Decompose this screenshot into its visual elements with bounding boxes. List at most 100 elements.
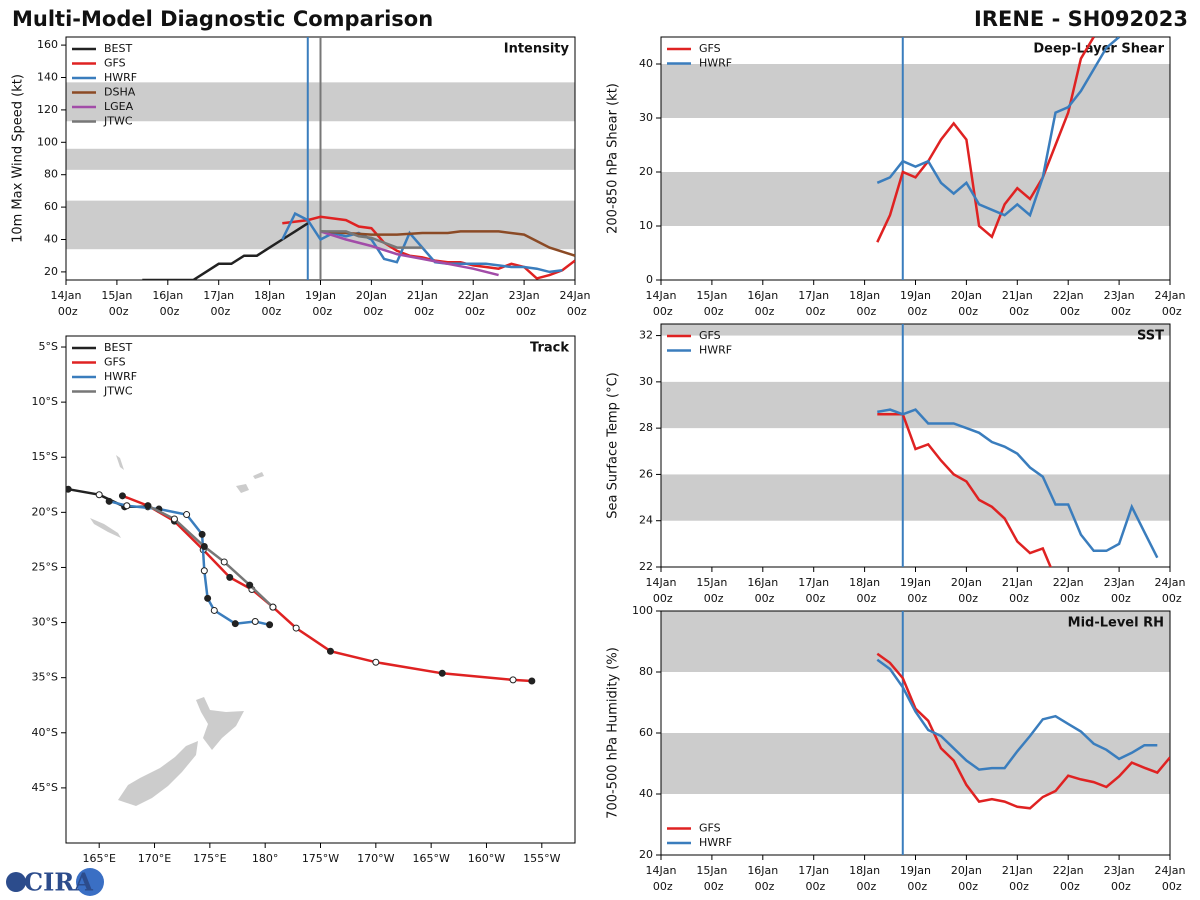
panel-title: Mid-Level RH (1068, 616, 1164, 631)
x-tick-label: 18Jan 00z (849, 864, 880, 893)
x-tick-label: 15Jan 00z (101, 289, 132, 318)
y-tick-label: 40°S (32, 726, 58, 739)
y-tick-label: 100 (37, 135, 58, 148)
x-tick-label: 16Jan 00z (152, 289, 183, 318)
track-point (509, 676, 517, 684)
panel-title: SST (1137, 329, 1164, 344)
track-point (66, 485, 72, 493)
logo: CIRA (6, 868, 104, 897)
series-line (108, 500, 270, 627)
x-tick-label: 18Jan 00z (849, 576, 880, 605)
series-line (876, 37, 1120, 218)
x-tick-label: 19Jan 00z (900, 864, 931, 893)
series-line (876, 37, 1095, 243)
y-tick-label: 30 (639, 111, 653, 124)
series-line (320, 230, 575, 257)
x-tick-label: 21Jan 00z (1002, 289, 1033, 318)
track-point (170, 515, 178, 523)
x-tick-label: 21Jan 00z (1002, 576, 1033, 605)
legend-label: JTWC (103, 115, 133, 128)
y-tick-label: 20°S (32, 505, 58, 518)
legend-label: HWRF (699, 836, 732, 849)
x-tick-label: 170°E (138, 852, 171, 865)
x-tick-label: 24Jan 00z (560, 289, 591, 318)
series-line (876, 652, 1170, 810)
plot-frame (65, 335, 576, 844)
x-tick-label: 18Jan 00z (254, 289, 285, 318)
x-tick-label: 15Jan 00z (696, 576, 727, 605)
y-tick-label: 140 (37, 71, 58, 84)
y-tick-label: 0 (646, 273, 653, 286)
x-tick-label: 155°W (523, 852, 560, 865)
track-point (246, 581, 254, 589)
y-tick-label: 40 (44, 233, 58, 246)
x-tick-label: 17Jan 00z (798, 576, 829, 605)
x-tick-label: 19Jan 00z (305, 289, 336, 318)
legend-label: GFS (104, 57, 126, 70)
y-tick-label: 100 (632, 604, 653, 617)
x-tick-label: 15Jan 00z (696, 289, 727, 318)
x-tick-label: 22Jan 00z (1053, 289, 1084, 318)
x-tick-label: 23Jan 00z (1104, 289, 1135, 318)
legend-label: JTWC (103, 385, 133, 398)
series-line (320, 230, 423, 249)
x-tick-label: 17Jan 00z (203, 289, 234, 318)
logo-mark (76, 868, 104, 896)
legend-label: LGEA (104, 100, 134, 113)
land (90, 455, 264, 806)
band (661, 474, 1170, 521)
x-tick-label: 16Jan 00z (747, 576, 778, 605)
band (661, 172, 1170, 226)
track-point (105, 497, 113, 505)
panel-title: Track (530, 341, 569, 356)
y-tick-label: 80 (639, 665, 653, 678)
track-point (204, 594, 212, 602)
y-tick-label: 25°S (32, 560, 58, 573)
track-point (372, 658, 380, 666)
x-tick-label: 22Jan 00z (458, 289, 489, 318)
y-tick-label: 10°S (32, 395, 58, 408)
legend-label: BEST (104, 42, 132, 55)
y-tick-label: 30 (639, 375, 653, 388)
page-title: Multi-Model Diagnostic Comparison (12, 7, 433, 31)
x-tick-label: 21Jan 00z (407, 289, 438, 318)
y-tick-label: 40 (639, 57, 653, 70)
track-point (200, 567, 208, 575)
x-tick-label: 165°W (412, 852, 449, 865)
x-tick-label: 14Jan 00z (646, 576, 677, 605)
track-point (326, 647, 334, 655)
y-axis-label: 200-850 hPa Shear (kt) (606, 83, 621, 234)
land-shape (196, 697, 244, 750)
x-tick-label: 16Jan 00z (747, 289, 778, 318)
x-tick-label: 160°W (468, 852, 505, 865)
x-tick-label: 24Jan 00z (1155, 576, 1186, 605)
x-tick-label: 175°W (302, 852, 339, 865)
x-tick-label: 22Jan 00z (1053, 864, 1084, 893)
x-tick-label: 14Jan 00z (51, 289, 82, 318)
x-tick-label: 24Jan 00z (1155, 289, 1186, 318)
y-tick-label: 5°S (39, 340, 58, 353)
legend-label: HWRF (699, 344, 732, 357)
legend-label: GFS (699, 822, 721, 835)
track-point (210, 606, 218, 614)
x-tick-label: 14Jan 00z (646, 864, 677, 893)
series-line (147, 504, 274, 609)
y-tick-label: 15°S (32, 450, 58, 463)
y-tick-label: 20 (44, 265, 58, 278)
panel-title: Intensity (504, 42, 570, 57)
series-line (320, 230, 499, 277)
legend-label: GFS (104, 356, 126, 369)
y-axis-label: Sea Surface Temp (°C) (606, 372, 621, 519)
y-tick-label: 30°S (32, 616, 58, 629)
y-tick-label: 160 (37, 38, 58, 51)
y-tick-label: 10 (639, 219, 653, 232)
track-point (269, 603, 277, 611)
x-tick-label: 170°W (357, 852, 394, 865)
track-point (292, 624, 300, 632)
storm-id: IRENE - SH092023 (974, 7, 1188, 31)
y-tick-label: 35°S (32, 671, 58, 684)
land-shape (253, 472, 264, 479)
track-point (528, 677, 536, 685)
